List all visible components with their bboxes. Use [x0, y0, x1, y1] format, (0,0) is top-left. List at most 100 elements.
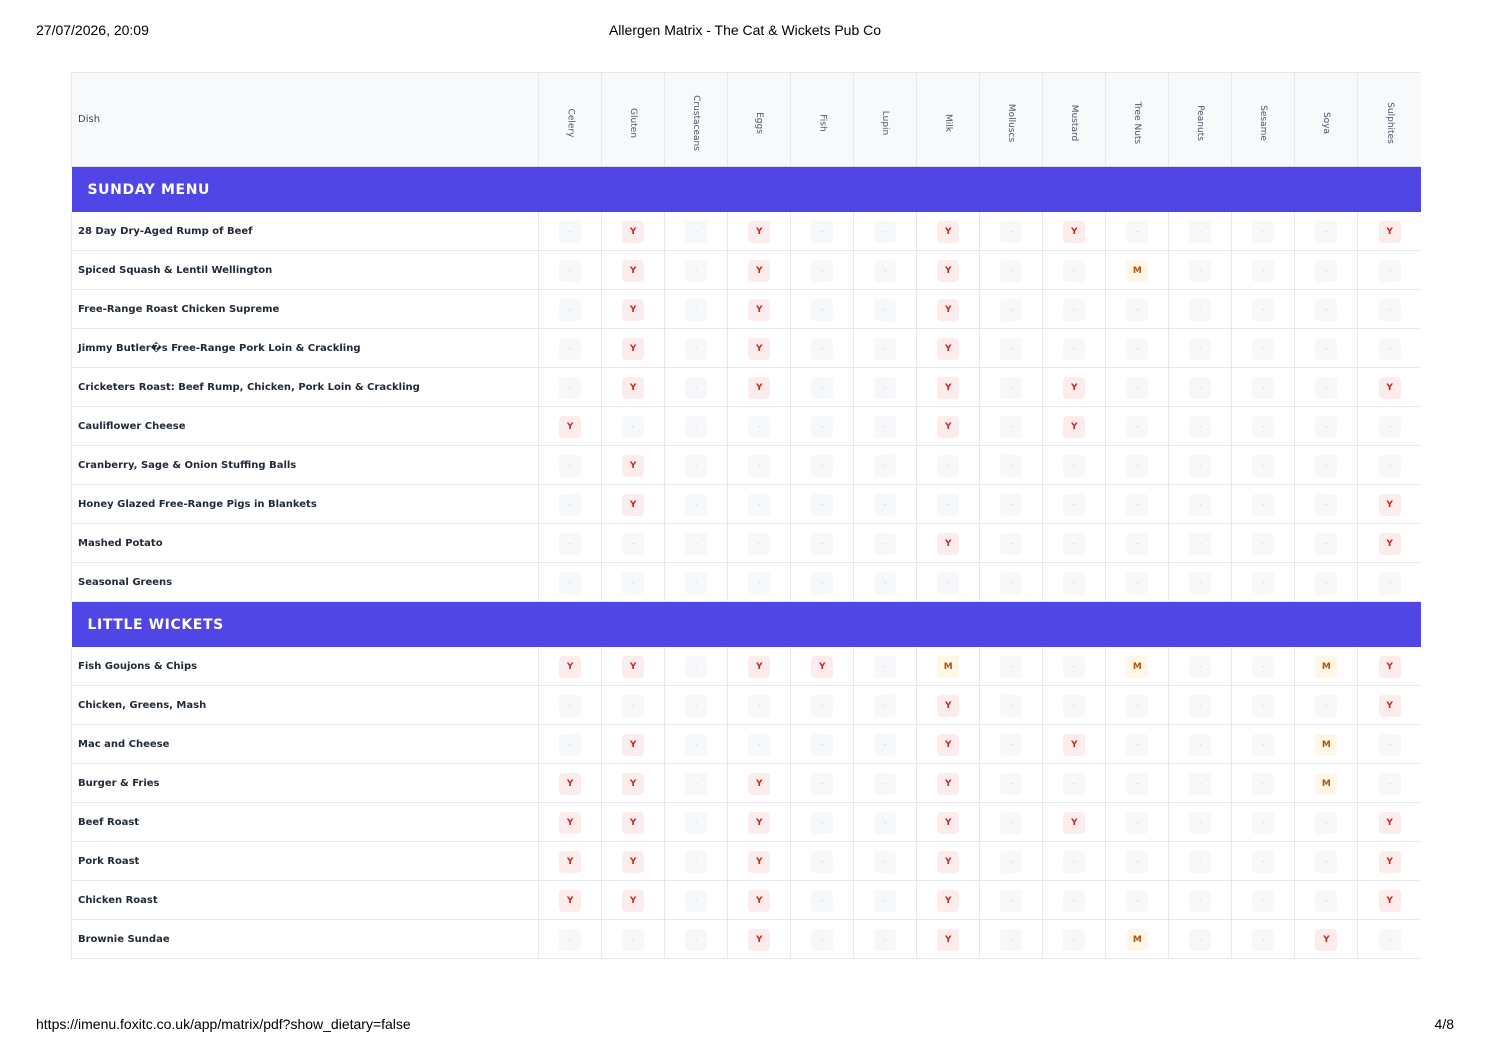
none-badge: -	[1126, 773, 1148, 795]
none-badge: -	[1252, 734, 1274, 756]
table-row: Cricketers Roast: Beef Rump, Chicken, Po…	[72, 368, 1422, 407]
none-badge: -	[685, 929, 707, 951]
contains-badge: Y	[622, 494, 644, 516]
allergen-cell-molluscs: -	[980, 485, 1043, 524]
none-badge: -	[1252, 890, 1274, 912]
none-badge: -	[1063, 890, 1085, 912]
allergen-cell-molluscs: -	[980, 407, 1043, 446]
allergen-cell-milk: Y	[917, 251, 980, 290]
none-badge: -	[685, 773, 707, 795]
allergen-cell-molluscs: -	[980, 803, 1043, 842]
allergen-cell-sulphites: -	[1358, 563, 1421, 602]
section-title: SUNDAY MENU	[72, 167, 1422, 213]
allergen-cell-milk: Y	[917, 407, 980, 446]
none-badge: -	[1252, 851, 1274, 873]
none-badge: -	[1000, 572, 1022, 594]
allergen-cell-gluten: Y	[602, 290, 665, 329]
allergen-header-label: Sesame	[1258, 105, 1268, 141]
allergen-cell-molluscs: -	[980, 368, 1043, 407]
allergen-cell-sulphites: -	[1358, 446, 1421, 485]
table-row: Pork RoastYY-Y--Y------Y	[72, 842, 1422, 881]
none-badge: -	[685, 416, 707, 438]
none-badge: -	[1252, 572, 1274, 594]
none-badge: -	[1126, 812, 1148, 834]
contains-badge: Y	[622, 890, 644, 912]
allergen-cell-sesame: -	[1232, 563, 1295, 602]
none-badge: -	[937, 494, 959, 516]
allergen-cell-gluten: -	[602, 686, 665, 725]
contains-badge: Y	[622, 455, 644, 477]
contains-badge: Y	[1063, 812, 1085, 834]
allergen-cell-lupin: -	[854, 647, 917, 686]
none-badge: -	[874, 773, 896, 795]
none-badge: -	[937, 572, 959, 594]
allergen-cell-eggs: Y	[728, 764, 791, 803]
none-badge: -	[811, 416, 833, 438]
dish-name: Free-Range Roast Chicken Supreme	[72, 290, 539, 329]
allergen-cell-tree-nuts: M	[1106, 920, 1169, 959]
allergen-cell-sulphites: Y	[1358, 803, 1421, 842]
allergen-cell-lupin: -	[854, 485, 917, 524]
allergen-cell-fish: -	[791, 686, 854, 725]
allergen-cell-peanuts: -	[1169, 251, 1232, 290]
dish-name: Fish Goujons & Chips	[72, 647, 539, 686]
contains-badge: Y	[937, 377, 959, 399]
allergen-cell-crustaceans: -	[665, 647, 728, 686]
none-badge: -	[685, 851, 707, 873]
allergen-cell-lupin: -	[854, 764, 917, 803]
none-badge: -	[1189, 260, 1211, 282]
allergen-cell-lupin: -	[854, 842, 917, 881]
allergen-cell-celery: Y	[539, 407, 602, 446]
allergen-cell-celery: -	[539, 329, 602, 368]
allergen-cell-milk: Y	[917, 803, 980, 842]
none-badge: -	[874, 929, 896, 951]
allergen-cell-lupin: -	[854, 524, 917, 563]
none-badge: -	[559, 377, 581, 399]
none-badge: -	[811, 455, 833, 477]
none-badge: -	[559, 338, 581, 360]
allergen-cell-molluscs: -	[980, 212, 1043, 251]
none-badge: -	[811, 851, 833, 873]
allergen-cell-soya: Y	[1295, 920, 1358, 959]
allergen-cell-milk: -	[917, 485, 980, 524]
none-badge: -	[1379, 299, 1401, 321]
contains-badge: Y	[748, 656, 770, 678]
contains-badge: Y	[748, 299, 770, 321]
allergen-cell-eggs: -	[728, 686, 791, 725]
allergen-cell-mustard: -	[1043, 524, 1106, 563]
allergen-header-sesame: Sesame	[1232, 73, 1295, 167]
contains-badge: Y	[937, 929, 959, 951]
allergen-cell-gluten: Y	[602, 842, 665, 881]
none-badge: -	[1189, 572, 1211, 594]
allergen-cell-celery: -	[539, 446, 602, 485]
allergen-cell-eggs: -	[728, 485, 791, 524]
allergen-cell-crustaceans: -	[665, 290, 728, 329]
allergen-cell-milk: Y	[917, 368, 980, 407]
allergen-cell-lupin: -	[854, 563, 917, 602]
allergen-cell-tree-nuts: -	[1106, 485, 1169, 524]
allergen-cell-sulphites: Y	[1358, 368, 1421, 407]
none-badge: -	[1315, 533, 1337, 555]
allergen-cell-lupin: -	[854, 686, 917, 725]
none-badge: -	[685, 890, 707, 912]
allergen-cell-gluten: Y	[602, 485, 665, 524]
contains-badge: Y	[1315, 929, 1337, 951]
allergen-cell-fish: -	[791, 764, 854, 803]
allergen-cell-crustaceans: -	[665, 764, 728, 803]
none-badge: -	[874, 455, 896, 477]
allergen-cell-milk: Y	[917, 842, 980, 881]
none-badge: -	[622, 695, 644, 717]
none-badge: -	[1126, 299, 1148, 321]
allergen-cell-celery: -	[539, 725, 602, 764]
none-badge: -	[1063, 773, 1085, 795]
allergen-cell-lupin: -	[854, 407, 917, 446]
none-badge: -	[937, 455, 959, 477]
allergen-cell-molluscs: -	[980, 251, 1043, 290]
allergen-cell-tree-nuts: -	[1106, 725, 1169, 764]
allergen-cell-soya: M	[1295, 725, 1358, 764]
allergen-header-celery: Celery	[539, 73, 602, 167]
allergen-cell-gluten: -	[602, 920, 665, 959]
none-badge: -	[811, 260, 833, 282]
none-badge: -	[1189, 416, 1211, 438]
allergen-cell-fish: -	[791, 329, 854, 368]
